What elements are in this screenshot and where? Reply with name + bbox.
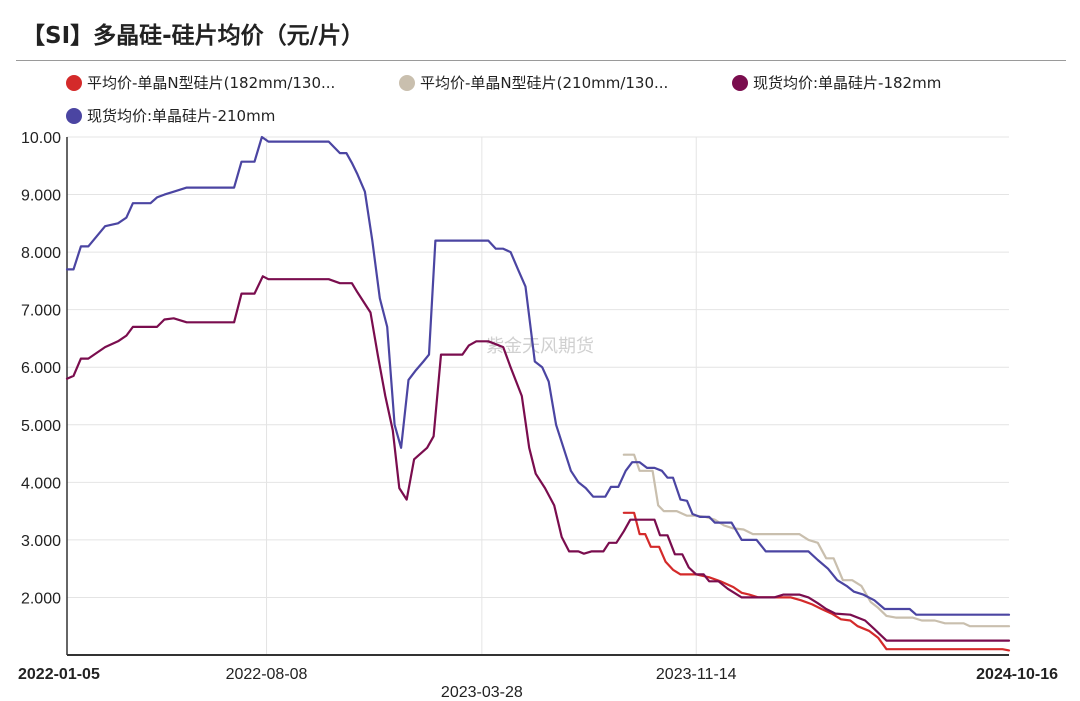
series-line-3 xyxy=(65,275,1011,642)
title-divider xyxy=(16,60,1066,61)
x-tick-label: 2022-08-08 xyxy=(226,666,308,683)
y-tick-label: 10.00 xyxy=(21,130,61,147)
series-line-4 xyxy=(65,135,1011,616)
legend-label-4: 现货均价:单晶硅片-210mm xyxy=(87,107,276,125)
y-tick-label: 2.000 xyxy=(21,590,61,607)
series-line-1 xyxy=(622,511,1011,652)
legend-item-4[interactable]: 现货均价:单晶硅片-210mm xyxy=(66,105,275,126)
legend-marker-2 xyxy=(399,74,415,91)
y-tick-label: 4.000 xyxy=(21,475,61,492)
legend-label-3: 现货均价:单晶硅片-182mm xyxy=(753,74,942,92)
legend-marker-3 xyxy=(732,74,748,91)
x-tick-label: 2023-11-14 xyxy=(656,666,737,683)
y-tick-label: 6.000 xyxy=(21,360,61,377)
x-tick-label: 2023-03-28 xyxy=(441,684,523,701)
series-line-2 xyxy=(622,453,1011,628)
legend-label-2: 平均价-单晶N型硅片(210mm/130... xyxy=(420,74,669,92)
legend-label-1: 平均价-单晶N型硅片(182mm/130... xyxy=(87,74,336,92)
x-tick-label: 2024-10-16 xyxy=(976,666,1058,683)
legend-item-3[interactable]: 现货均价:单晶硅片-182mm xyxy=(732,72,941,93)
x-tick-label: 2022-01-05 xyxy=(18,666,100,683)
y-tick-label: 3.000 xyxy=(21,533,61,550)
legend-marker-1 xyxy=(66,74,82,91)
legend-item-2[interactable]: 平均价-单晶N型硅片(210mm/130... xyxy=(399,72,668,93)
y-tick-label: 9.000 xyxy=(21,188,61,205)
legend-item-1[interactable]: 平均价-单晶N型硅片(182mm/130... xyxy=(66,72,335,93)
y-tick-label: 7.000 xyxy=(21,303,61,320)
legend-marker-4 xyxy=(66,107,82,124)
y-tick-label: 8.000 xyxy=(21,245,61,262)
chart-title: 【SI】多晶硅-硅片均价（元/片） xyxy=(22,23,365,49)
watermark-text: 紫金天风期货 xyxy=(486,336,594,356)
y-tick-label: 5.000 xyxy=(21,418,61,435)
